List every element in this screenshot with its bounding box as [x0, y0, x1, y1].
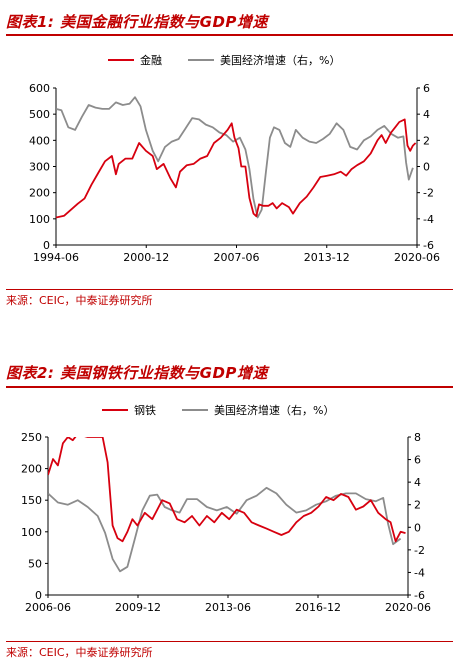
- x-tick-label: 2013-06: [205, 601, 251, 614]
- y-right-tick-label: 4: [423, 108, 430, 121]
- y-right-tick-label: 2: [414, 499, 421, 512]
- gdp-series-line: [56, 96, 414, 219]
- y-right-tick-label: -2: [414, 544, 425, 557]
- chart-1-svg: 金融 美国经济增速（右，%） 0 100 200 300 400 500 600 -6 -4 -2 0 2…: [29, 53, 440, 264]
- index-series-line: [48, 437, 406, 543]
- figure-2-source: 来源：CEIC，中泰证券研究所: [6, 646, 153, 659]
- y-right-tick-label: 0: [414, 521, 421, 534]
- x-tick-label: 2020-06: [394, 251, 440, 264]
- y-right-tick-label: 4: [414, 476, 421, 489]
- legend-label-index: 钢铁: [134, 404, 156, 417]
- y-right-tick-label: -6: [423, 239, 434, 252]
- legend-label-gdp: 美国经济增速（右，%）: [220, 53, 340, 67]
- legend-label-index: 金融: [140, 53, 162, 67]
- y-left-tick-label: 50: [28, 557, 42, 570]
- y-left-tick-label: 200: [29, 187, 50, 200]
- y-right-tick-label: -4: [423, 213, 434, 226]
- legend-label-gdp: 美国经济增速（右，%）: [214, 403, 334, 417]
- figure-1-title-rule: [6, 34, 453, 36]
- x-tick-label: 2016-12: [295, 601, 341, 614]
- x-tick-label: 2006-06: [25, 601, 71, 614]
- y-left-tick-label: 150: [21, 494, 42, 507]
- y-right-tick-label: -4: [414, 566, 425, 579]
- y-right-tick-label: 6: [414, 454, 421, 467]
- x-tick-label: 2009-12: [115, 601, 161, 614]
- x-tick-label: 2007-06: [214, 251, 260, 264]
- figure-1-source: 来源：CEIC，中泰证券研究所: [6, 294, 153, 307]
- figure-1-title: 图表1: 美国金融行业指数与GDP增速: [6, 13, 268, 31]
- index-series-line: [56, 118, 417, 219]
- figure-2-source-rule: [6, 641, 453, 642]
- y-left-tick-label: 400: [29, 134, 50, 147]
- x-tick-label: 2020-06: [385, 601, 431, 614]
- y-right-tick-label: -6: [414, 589, 425, 602]
- x-tick-label: 2000-12: [123, 251, 169, 264]
- x-tick-label: 1994-06: [33, 251, 79, 264]
- y-left-tick-label: 0: [43, 239, 50, 252]
- y-right-tick-label: -2: [423, 187, 434, 200]
- y-left-tick-label: 100: [29, 213, 50, 226]
- y-left-tick-label: 0: [35, 589, 42, 602]
- y-right-tick-label: 8: [414, 431, 421, 444]
- y-left-tick-label: 100: [21, 526, 42, 539]
- figure-2-title: 图表2: 美国钢铁行业指数与GDP增速: [6, 364, 268, 382]
- y-right-tick-label: 0: [423, 161, 430, 174]
- figure-1-source-rule: [6, 289, 453, 290]
- y-left-tick-label: 200: [21, 463, 42, 476]
- y-right-tick-label: 2: [423, 134, 430, 147]
- x-tick-label: 2013-12: [304, 251, 350, 264]
- chart-2-svg: 钢铁 美国经济增速（右，%） 0 50 100 150 200 250 -6 -4 -2 0 2 4 6 8 2…: [21, 403, 431, 614]
- figure-2-title-rule: [6, 386, 453, 388]
- y-right-tick-label: 6: [423, 82, 430, 95]
- gdp-series-line: [48, 486, 402, 573]
- y-left-tick-label: 300: [29, 161, 50, 174]
- y-left-tick-label: 600: [29, 82, 50, 95]
- y-left-tick-label: 500: [29, 108, 50, 121]
- y-left-tick-label: 250: [21, 431, 42, 444]
